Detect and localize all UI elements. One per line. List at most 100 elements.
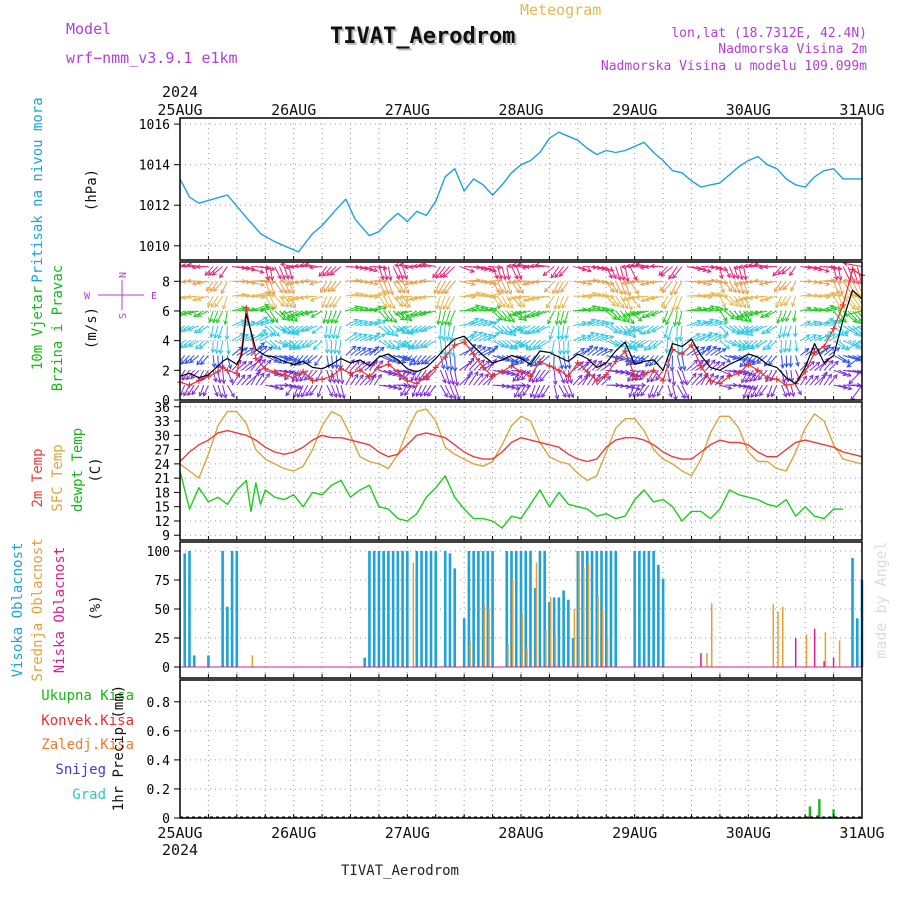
- gust-marker: [574, 359, 581, 366]
- wind-vector: [321, 295, 328, 308]
- wind-vector: [335, 385, 341, 398]
- gust-marker: [243, 305, 250, 311]
- gust-marker: [214, 368, 221, 375]
- wind-vector: [274, 266, 282, 279]
- wind-vector-head: [329, 303, 334, 309]
- wind-vector: [392, 295, 403, 307]
- cloud-mid-bar: [782, 606, 784, 667]
- wind-vector-head: [661, 288, 667, 294]
- wind-vector: [468, 306, 485, 312]
- wind-vector-head: [782, 332, 787, 338]
- wind-vector: [714, 375, 724, 386]
- wind-vector: [323, 281, 332, 293]
- wind-vector: [552, 281, 560, 294]
- wind-vector: [492, 325, 504, 334]
- wind-vector-head: [511, 311, 517, 317]
- wind-vector-head: [835, 347, 841, 352]
- wind-vector: [667, 370, 671, 383]
- wind-vector: [665, 310, 674, 325]
- wind-vector-head: [189, 358, 194, 364]
- wind-vector-head: [525, 345, 531, 351]
- wind-vector-head: [492, 334, 498, 340]
- wind-vector-head: [627, 377, 632, 383]
- wind-vector-head: [418, 311, 424, 317]
- wind-vector: [309, 280, 323, 285]
- cloud-high-bar: [576, 551, 580, 667]
- wind-vector: [837, 266, 842, 281]
- gust-marker: [565, 373, 572, 380]
- wind-vector: [180, 340, 181, 342]
- wind-vector: [719, 295, 726, 308]
- wind-vector: [728, 295, 738, 307]
- wind-vector-head: [518, 392, 523, 398]
- wind-vector: [207, 295, 214, 307]
- wind-vector-head: [662, 318, 667, 324]
- wind-vector: [411, 325, 422, 333]
- cloud-mid-bar: [578, 551, 580, 667]
- wind-vector: [214, 295, 224, 308]
- cloud-high-bar: [491, 551, 494, 667]
- wind-vector-head: [612, 315, 617, 320]
- wind-vector-head: [749, 328, 755, 333]
- wind-vector: [250, 316, 268, 327]
- wind-vector: [287, 325, 299, 335]
- wind-vector: [629, 266, 638, 281]
- wind-vector: [610, 295, 620, 307]
- wind-vector: [199, 384, 205, 397]
- wind-vector: [397, 266, 404, 279]
- wind-vector: [658, 266, 669, 276]
- cloud-high-bar: [657, 564, 660, 667]
- wind-vector: [180, 325, 190, 332]
- wind-vector-head: [640, 391, 646, 397]
- wind-vector: [800, 334, 810, 342]
- wind-vector-head: [309, 391, 314, 397]
- gust-marker: [394, 368, 401, 375]
- wind-vector: [216, 340, 219, 354]
- wind-vector: [667, 325, 674, 341]
- wind-vector: [345, 292, 360, 297]
- wind-vector: [790, 385, 795, 397]
- wind-vector-head: [413, 296, 419, 301]
- wind-vector: [443, 295, 451, 310]
- wind-vector-head: [402, 302, 407, 308]
- wind-vector: [761, 325, 773, 335]
- wind-vector-head: [403, 316, 409, 321]
- wind-vector: [587, 293, 601, 297]
- wind-vector-head: [305, 391, 310, 397]
- wind-vector-head: [738, 316, 744, 322]
- wind-vector: [501, 295, 510, 308]
- wind-vector-head: [750, 393, 755, 399]
- wind-vector: [296, 325, 309, 333]
- wind-vector-head: [265, 372, 271, 378]
- wind-vector-head: [398, 262, 404, 268]
- wind-vector: [459, 334, 475, 342]
- wind-vector: [686, 294, 702, 297]
- wind-vector: [464, 292, 480, 297]
- wind-vector-head: [648, 393, 653, 399]
- wind-vector-head: [275, 332, 280, 337]
- wind-vector-head: [416, 360, 422, 366]
- wind-vector-head: [586, 267, 592, 273]
- wind-vector: [842, 340, 860, 349]
- wind-vector: [186, 370, 195, 380]
- wind-vector: [651, 310, 664, 317]
- wind-vector: [582, 372, 590, 386]
- wind-vector-head: [445, 336, 451, 342]
- wind-vector: [255, 306, 270, 312]
- wind-vector-head: [638, 375, 644, 381]
- wind-vector-head: [395, 327, 401, 332]
- gust-marker: [499, 368, 506, 375]
- wind-vector-head: [191, 264, 197, 270]
- wind-vector: [269, 281, 275, 295]
- wind-vector: [778, 325, 782, 339]
- wind-vector-head: [711, 359, 716, 365]
- wind-vector-head: [213, 287, 218, 292]
- wind-vector: [435, 295, 441, 310]
- wind-vector: [439, 266, 451, 278]
- wind-vector-head: [250, 320, 256, 326]
- wind-vector-head: [606, 375, 612, 381]
- wind-vector: [246, 280, 265, 286]
- wind-vector: [448, 340, 451, 356]
- wind-vector-head: [872, 386, 876, 390]
- wind-vector: [473, 333, 487, 342]
